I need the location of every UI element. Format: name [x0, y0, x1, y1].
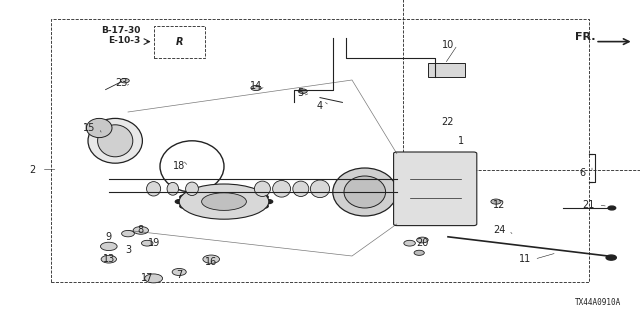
Circle shape: [404, 240, 415, 246]
Ellipse shape: [202, 193, 246, 211]
Text: 24: 24: [493, 225, 506, 236]
Text: TX44A0910A: TX44A0910A: [575, 298, 621, 307]
Text: 15: 15: [83, 123, 96, 133]
Text: 21: 21: [582, 200, 595, 210]
Circle shape: [210, 189, 218, 193]
Ellipse shape: [97, 125, 133, 157]
Text: 6: 6: [579, 168, 586, 178]
Text: 4: 4: [317, 100, 323, 111]
Ellipse shape: [333, 168, 397, 216]
Ellipse shape: [147, 182, 161, 196]
Ellipse shape: [273, 180, 291, 197]
Circle shape: [260, 204, 268, 208]
Text: 9: 9: [106, 232, 112, 242]
Circle shape: [417, 237, 428, 243]
Text: 11: 11: [518, 254, 531, 264]
Circle shape: [230, 189, 238, 193]
Text: 18: 18: [173, 161, 186, 172]
Circle shape: [608, 206, 616, 210]
Ellipse shape: [186, 182, 198, 196]
Bar: [403, 0, 640, 170]
Circle shape: [141, 240, 153, 246]
Circle shape: [230, 210, 238, 214]
Circle shape: [100, 242, 117, 251]
Circle shape: [192, 208, 200, 212]
Text: 3: 3: [125, 244, 131, 255]
FancyBboxPatch shape: [394, 152, 477, 226]
Text: 13: 13: [102, 254, 115, 264]
Circle shape: [101, 255, 116, 263]
Circle shape: [192, 191, 200, 195]
Text: 2: 2: [29, 164, 35, 175]
Text: B-17-30
E-10-3: B-17-30 E-10-3: [101, 26, 141, 45]
Ellipse shape: [86, 118, 112, 138]
Circle shape: [248, 208, 256, 212]
Ellipse shape: [254, 181, 270, 196]
Circle shape: [260, 195, 268, 199]
Circle shape: [172, 268, 186, 276]
Ellipse shape: [292, 181, 308, 196]
Text: FR.: FR.: [575, 32, 595, 42]
Ellipse shape: [310, 180, 330, 198]
Circle shape: [248, 191, 256, 195]
Ellipse shape: [88, 118, 142, 163]
Text: R: R: [175, 36, 183, 47]
Circle shape: [120, 78, 129, 83]
Circle shape: [203, 255, 220, 263]
Circle shape: [491, 199, 501, 204]
Text: 10: 10: [442, 40, 454, 50]
Circle shape: [265, 200, 273, 204]
Bar: [154, 26, 205, 58]
Text: 22: 22: [442, 116, 454, 127]
Circle shape: [414, 250, 424, 255]
Circle shape: [251, 85, 261, 91]
Bar: [51, 19, 589, 282]
Text: 8: 8: [138, 225, 144, 236]
Text: 17: 17: [141, 273, 154, 284]
Ellipse shape: [179, 184, 269, 219]
Circle shape: [298, 89, 307, 93]
Text: 14: 14: [250, 81, 262, 92]
Circle shape: [122, 230, 134, 237]
Circle shape: [133, 227, 148, 234]
Circle shape: [606, 255, 616, 260]
Text: 12: 12: [493, 200, 506, 210]
Text: 16: 16: [205, 257, 218, 268]
Circle shape: [175, 200, 183, 204]
Text: 23: 23: [115, 78, 128, 88]
Ellipse shape: [344, 176, 385, 208]
Circle shape: [180, 195, 188, 199]
Text: 1: 1: [458, 136, 464, 146]
FancyBboxPatch shape: [428, 63, 465, 77]
Ellipse shape: [167, 182, 179, 195]
Text: 5: 5: [298, 88, 304, 98]
Circle shape: [180, 204, 188, 208]
Text: 20: 20: [416, 238, 429, 248]
Text: 19: 19: [147, 238, 160, 248]
Circle shape: [145, 274, 163, 283]
Circle shape: [210, 210, 218, 214]
Text: 7: 7: [176, 270, 182, 280]
